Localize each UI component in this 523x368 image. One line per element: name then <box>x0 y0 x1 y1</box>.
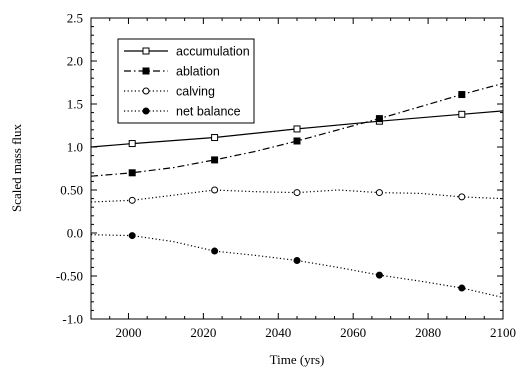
data-point <box>142 47 150 55</box>
data-point <box>128 196 136 204</box>
data-point <box>142 107 150 115</box>
x-tick-label: 2060 <box>340 325 366 340</box>
data-point <box>458 110 466 118</box>
series-line <box>90 189 504 203</box>
y-tick-label: 0.0 <box>67 226 83 241</box>
x-axis-label: Time (yrs) <box>270 352 325 367</box>
series-net-balance <box>90 232 504 299</box>
legend-box <box>117 38 255 124</box>
y-tick-label: 1.0 <box>67 140 83 155</box>
y-tick-label: 0.50 <box>60 183 83 198</box>
legend-label: calving <box>176 85 215 99</box>
legend: accumulation ablation calving net balance <box>117 38 255 124</box>
data-point <box>375 271 383 279</box>
data-point <box>293 189 301 197</box>
tick-labels: 2000 2020 2040 2060 2080 2100 2.5 2.0 1.5 1.0 0.50… <box>56 11 516 341</box>
series-calving <box>90 186 504 204</box>
data-point <box>211 247 219 255</box>
data-point <box>128 169 136 177</box>
y-axis-label: Scaled mass flux <box>9 123 24 212</box>
y-tick-label: -0.50 <box>56 269 83 284</box>
data-point <box>293 257 301 265</box>
legend-label: net balance <box>176 105 241 119</box>
axis-ticks <box>90 17 504 320</box>
x-tick-label: 2000 <box>115 325 141 340</box>
y-tick-label: 2.0 <box>67 54 83 69</box>
data-point <box>211 156 219 164</box>
x-tick-label: 2080 <box>415 325 441 340</box>
data-point <box>293 125 301 133</box>
data-point <box>458 91 466 99</box>
data-point <box>142 87 150 95</box>
x-tick-label: 2040 <box>265 325 291 340</box>
data-point <box>128 232 136 240</box>
legend-label: ablation <box>176 65 220 79</box>
data-point <box>211 186 219 194</box>
series-layer <box>90 82 504 299</box>
y-tick-label: 1.5 <box>67 97 83 112</box>
y-tick-label: 2.5 <box>67 11 83 26</box>
data-point <box>375 115 383 123</box>
data-point <box>375 189 383 197</box>
y-tick-label: -1.0 <box>62 312 83 327</box>
x-tick-label: 2100 <box>490 325 516 340</box>
data-point <box>458 193 466 201</box>
series-line <box>90 234 504 299</box>
legend-label: accumulation <box>176 45 250 59</box>
data-point <box>128 140 136 148</box>
data-point <box>458 284 466 292</box>
data-point <box>142 67 150 75</box>
data-point <box>211 134 219 142</box>
series-ablation <box>90 82 504 177</box>
x-tick-label: 2020 <box>190 325 216 340</box>
data-point <box>293 137 301 145</box>
